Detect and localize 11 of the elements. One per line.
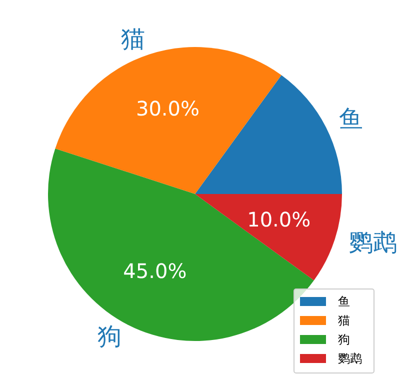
legend-label: 鱼 [338, 294, 350, 308]
slice-label: 猫 [121, 24, 146, 53]
slice-label: 鹦鹉 [348, 228, 397, 257]
data-label: 30.0% [136, 96, 200, 121]
slice-label: 鱼 [339, 105, 364, 134]
legend-label: 鹦鹉 [338, 351, 362, 366]
legend-label: 狗 [338, 332, 350, 346]
data-label: 45.0% [123, 259, 187, 284]
legend-label: 猫 [338, 313, 350, 328]
slice-label: 狗 [98, 322, 122, 351]
data-label: 10.0% [247, 208, 311, 232]
